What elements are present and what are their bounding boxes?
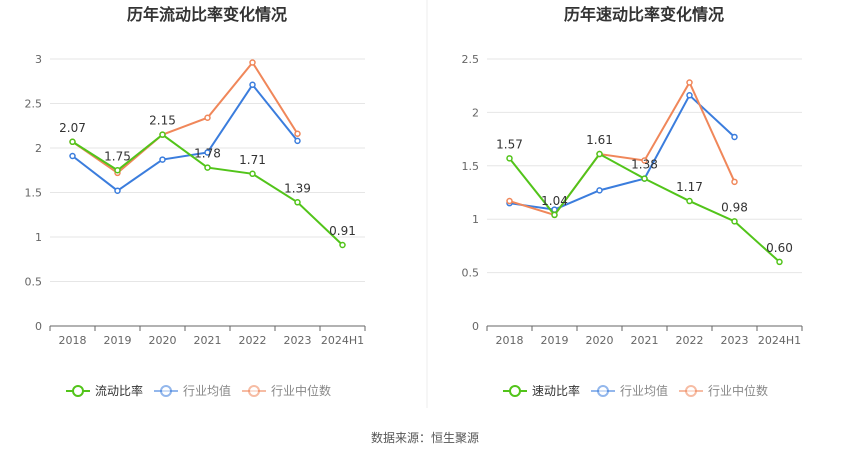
chart-title: 历年速动比率变化情况 [564,5,724,24]
data-point [249,59,256,66]
data-label: 0.91 [329,224,356,238]
y-tick-label: 1 [472,213,479,226]
data-point [294,137,301,145]
y-tick-label: 1 [35,231,42,244]
y-tick-label: 2 [35,142,42,155]
legend-item[interactable]: 行业中位数 [679,383,768,398]
legend-item[interactable]: 速动比率 [503,383,580,398]
series-line [71,83,299,192]
data-point [69,152,76,160]
x-tick-label: 2023 [284,334,312,347]
legend-marker-icon [248,385,260,397]
chart-title: 历年流动比率变化情况 [127,5,287,24]
y-tick-label: 2.5 [462,53,480,66]
legend-item[interactable]: 行业均值 [154,383,231,398]
data-point [686,79,693,86]
data-point [641,175,648,182]
x-tick-label: 2018 [496,334,524,347]
legend-item[interactable]: 流动比率 [66,383,143,398]
y-tick-label: 1.5 [25,187,43,200]
legend-marker-icon [509,385,521,397]
data-label: 2.15 [149,114,176,128]
data-point [686,197,693,205]
legend-label: 行业均值 [183,383,231,398]
data-point [69,138,76,146]
data-point [731,178,738,186]
legend-label: 流动比率 [95,383,143,398]
chart-panel-1: 历年流动比率变化情况 0 0.5 1 1.5 2 2.5 3 2018 2019 2020 2021 2… [25,5,366,398]
data-point [294,199,301,206]
data-label: 1.71 [239,153,266,167]
data-point [641,157,648,164]
y-tick-label: 0.5 [462,267,480,280]
legend-marker-icon [685,385,697,397]
y-tick-label: 0.5 [25,276,43,289]
data-point [114,187,121,194]
data-point [551,211,558,219]
data-point [506,197,513,205]
legend-label: 速动比率 [532,383,580,398]
data-point [339,241,346,249]
legend-label: 行业均值 [620,383,668,398]
data-label: 0.60 [766,241,793,255]
y-tick-label: 0 [35,320,42,333]
x-tick-label: 2021 [631,334,659,347]
legend-label: 行业中位数 [708,383,768,398]
data-label: 1.39 [284,181,311,195]
legend-label: 行业中位数 [271,383,331,398]
data-point [249,81,256,89]
legend-marker-icon [597,385,609,397]
x-tick-label: 2020 [149,334,177,347]
x-tick-label: 2024H1 [758,334,801,347]
data-point [249,170,256,178]
data-point [204,114,211,121]
legend-item[interactable]: 行业中位数 [242,383,331,398]
y-tick-label: 2 [472,106,479,119]
data-point [596,187,603,194]
data-point [159,156,166,163]
data-label: 1.61 [586,133,613,147]
data-point [731,133,738,141]
x-tick-label: 2018 [59,334,87,347]
x-tick-label: 2023 [721,334,749,347]
data-point [204,164,211,171]
data-point [114,167,121,174]
data-point [204,149,211,156]
legend-marker-icon [160,385,172,397]
x-tick-label: 2019 [541,334,569,347]
data-point [506,155,513,162]
x-tick-label: 2019 [104,334,132,347]
chart-panel-2: 历年速动比率变化情况 0 0.5 1 1.5 2 2.5 2018 2019 2020 2021 20… [462,5,803,398]
x-tick-label: 2024H1 [321,334,364,347]
x-tick-label: 2022 [239,334,267,347]
legend-item[interactable]: 行业均值 [591,383,668,398]
data-point [776,258,783,266]
data-label: 1.04 [541,194,568,208]
x-tick-label: 2020 [586,334,614,347]
data-point [686,92,693,99]
data-label: 1.57 [496,137,523,151]
data-label: 1.17 [676,180,703,194]
data-label: 2.07 [59,121,86,135]
y-tick-label: 0 [472,320,479,333]
data-label: 1.75 [104,149,131,163]
y-tick-label: 3 [35,53,42,66]
data-label: 1.78 [194,147,221,161]
series-line [71,60,299,175]
data-label: 1.38 [631,158,658,172]
data-point [294,130,301,138]
data-point [731,218,738,225]
series-line [509,80,736,217]
x-tick-label: 2021 [194,334,222,347]
y-tick-label: 2.5 [25,98,43,111]
data-label: 0.98 [721,200,748,214]
data-point [159,131,166,138]
data-source-note: 数据来源：恒生聚源 [370,431,479,445]
x-tick-label: 2022 [676,334,704,347]
data-point [596,150,603,158]
series-line [509,93,736,211]
y-tick-label: 1.5 [462,160,480,173]
legend-marker-icon [72,385,84,397]
